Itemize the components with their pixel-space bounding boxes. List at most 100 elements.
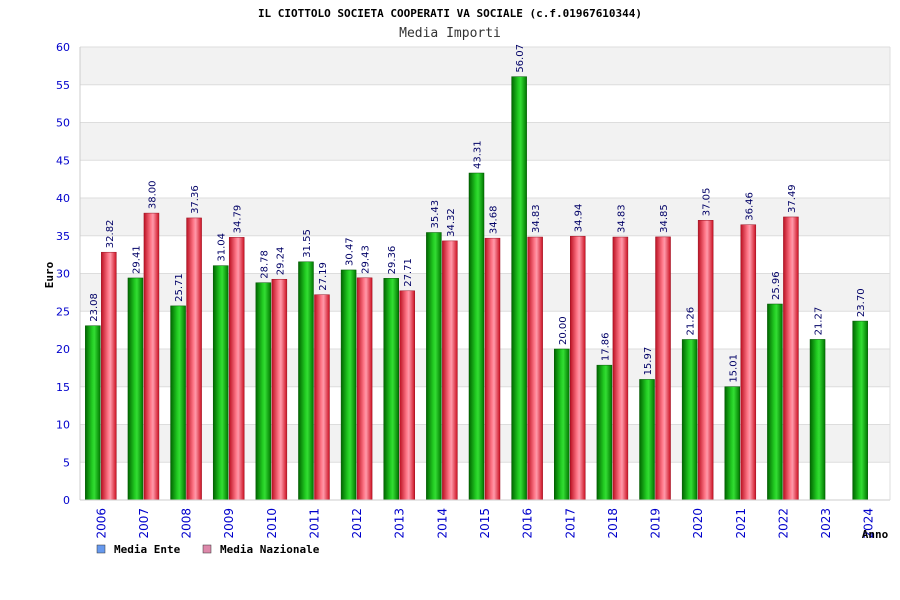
value-label-media-nazionale-2022: 37.49 [787,184,798,213]
x-tick-label-2021: 2021 [734,508,748,539]
value-label-media-ente-2020: 21.26 [686,307,697,336]
x-tick-label-2006: 2006 [94,508,108,539]
bar-media-nazionale-2007 [144,213,159,500]
bar-media-nazionale-2022 [783,217,798,500]
bar-media-ente-2010 [256,283,271,500]
bar-media-nazionale-2009 [229,237,244,500]
bar-media-ente-2022 [767,304,782,500]
value-label-media-nazionale-2020: 37.05 [702,188,713,217]
x-tick-label-2008: 2008 [180,508,194,539]
value-label-media-ente-2016: 56.07 [515,44,526,73]
y-tick-label: 25 [56,305,70,318]
bar-media-nazionale-2019 [656,237,671,500]
legend-label-media-ente: Media Ente [114,543,181,556]
value-label-media-ente-2008: 25.71 [174,273,185,302]
x-tick-label-2014: 2014 [435,508,449,539]
value-label-media-ente-2007: 29.41 [131,245,142,274]
y-tick-labels: 0 5 10 15 20 25 30 35 40 45 50 55 60 [56,41,70,507]
bar-chart: IL CIOTTOLO SOCIETA COOPERATI VA SOCIALE… [0,0,900,600]
bar-media-ente-2015 [469,173,484,500]
plot-band [80,160,890,198]
x-tick-label-2019: 2019 [649,508,663,539]
value-label-media-ente-2010: 28.78 [259,250,270,279]
x-tick-label-2022: 2022 [776,508,790,539]
bar-media-ente-2018 [597,365,612,500]
bar-media-nazionale-2014 [442,241,457,500]
bar-media-nazionale-2016 [528,237,543,500]
value-label-media-nazionale-2010: 29.24 [275,247,286,276]
x-tick-label-2020: 2020 [691,508,705,539]
value-label-media-nazionale-2013: 27.71 [403,258,414,287]
value-label-media-nazionale-2021: 36.46 [744,192,755,221]
value-label-media-nazionale-2011: 27.19 [318,262,329,291]
value-label-media-ente-2013: 29.36 [387,246,398,275]
chart-title: IL CIOTTOLO SOCIETA COOPERATI VA SOCIALE… [258,7,642,20]
value-label-media-ente-2018: 17.86 [600,333,611,362]
value-label-media-nazionale-2014: 34.32 [446,208,457,237]
x-tick-label-2011: 2011 [307,508,321,539]
bar-media-ente-2024 [853,321,868,500]
value-label-media-ente-2011: 31.55 [302,229,313,258]
y-tick-label: 45 [56,154,70,167]
value-label-media-nazionale-2016: 34.83 [531,204,542,233]
bar-media-nazionale-2012 [357,278,372,500]
y-tick-label: 10 [56,419,70,432]
value-label-media-ente-2019: 15.97 [643,347,654,376]
plot-band [80,47,890,85]
value-label-media-ente-2021: 15.01 [728,354,739,383]
bar-media-ente-2013 [384,278,399,500]
x-tick-label-2009: 2009 [222,508,236,539]
bar-media-ente-2014 [426,233,441,500]
x-tick-label-2013: 2013 [393,508,407,539]
value-label-media-ente-2022: 25.96 [771,271,782,300]
bar-media-nazionale-2015 [485,238,500,500]
x-tick-labels: 2006 2007 2008 2009 2010 2011 2012 2013 2014 2015… [94,508,875,539]
x-tick-label-2017: 2017 [563,508,577,539]
bar-media-nazionale-2008 [187,218,202,500]
legend-label-media-nazionale: Media Nazionale [220,543,320,556]
x-tick-label-2010: 2010 [265,508,279,539]
value-label-media-ente-2014: 35.43 [430,200,441,229]
bar-media-ente-2008 [171,306,186,500]
y-tick-label: 35 [56,230,70,243]
bar-media-ente-2020 [682,339,697,500]
x-tick-label-2007: 2007 [137,508,151,539]
bar-media-nazionale-2011 [314,295,329,500]
bar-media-ente-2017 [554,349,569,500]
value-label-media-ente-2023: 21.27 [814,307,825,336]
value-label-media-ente-2024: 23.70 [856,288,867,317]
bar-media-ente-2009 [213,266,228,500]
bar-media-nazionale-2021 [741,225,756,500]
bar-media-ente-2016 [512,77,527,500]
y-axis-label: Euro [43,261,56,288]
x-tick-label-2015: 2015 [478,508,492,539]
x-tick-label-2012: 2012 [350,508,364,539]
y-tick-label: 30 [56,268,70,281]
x-tick-label-2023: 2023 [819,508,833,539]
legend-swatch-media-ente [97,545,105,553]
y-tick-label: 40 [56,192,70,205]
x-tick-label-2016: 2016 [521,508,535,539]
bar-media-nazionale-2020 [698,220,713,500]
bar-media-ente-2006 [85,326,100,500]
plot-band [80,85,890,123]
y-tick-label: 20 [56,343,70,356]
value-label-media-nazionale-2017: 34.94 [574,204,585,233]
x-tick-label-2018: 2018 [606,508,620,539]
bar-media-ente-2021 [725,387,740,500]
value-label-media-ente-2009: 31.04 [217,233,228,262]
bar-media-nazionale-2006 [101,252,116,500]
bar-media-nazionale-2017 [570,236,585,500]
bar-media-ente-2012 [341,270,356,500]
x-axis-label: Anno [862,528,889,541]
y-tick-label: 5 [63,456,70,469]
value-label-media-nazionale-2015: 34.68 [489,206,500,235]
plot-band [80,123,890,161]
value-label-media-ente-2017: 20.00 [558,316,569,345]
bar-media-ente-2019 [640,379,655,500]
value-label-media-ente-2015: 43.31 [473,140,484,169]
y-tick-label: 15 [56,381,70,394]
bar-media-ente-2023 [810,339,825,500]
bar-media-ente-2007 [128,278,143,500]
value-label-media-nazionale-2009: 34.79 [233,205,244,234]
